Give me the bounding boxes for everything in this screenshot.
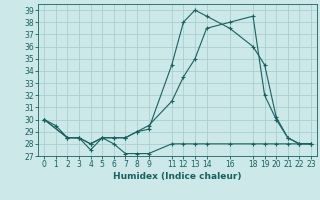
X-axis label: Humidex (Indice chaleur): Humidex (Indice chaleur): [113, 172, 242, 181]
